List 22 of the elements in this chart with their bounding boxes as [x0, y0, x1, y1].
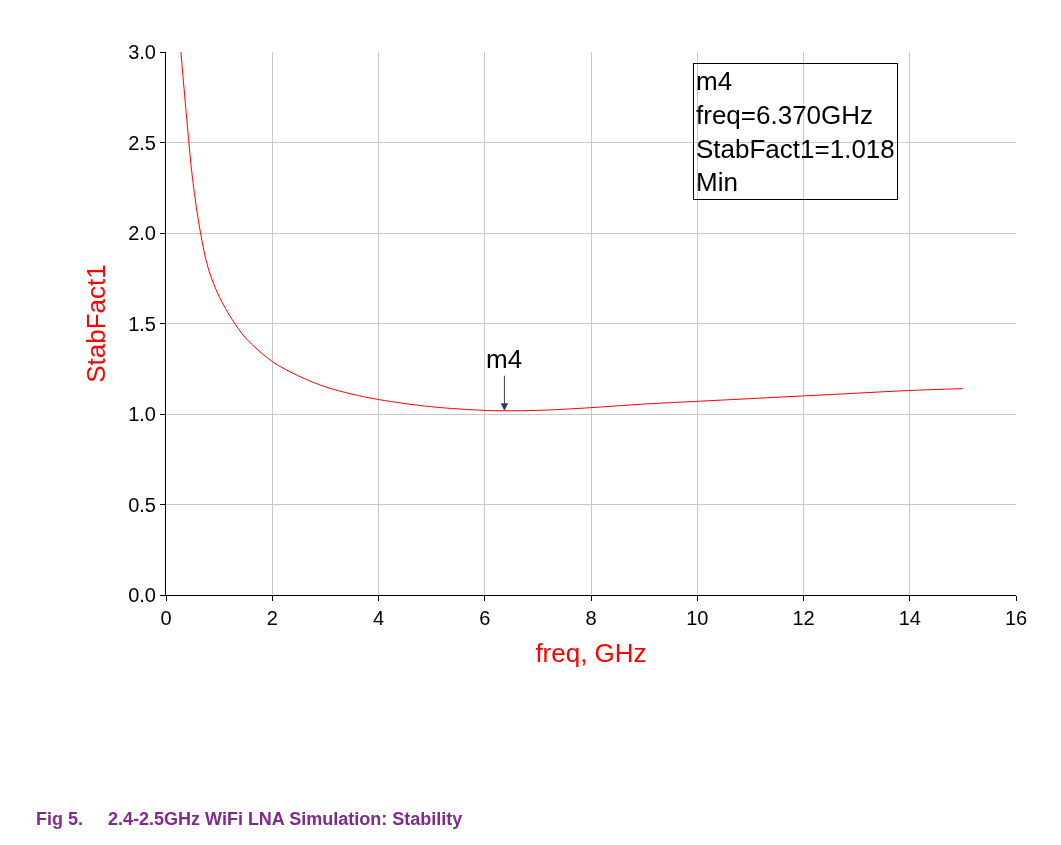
y-axis-title: StabFact1: [80, 264, 111, 383]
annotation: m4 freq=6.370GHz StabFact1=1.018 Min: [696, 66, 895, 198]
y-tick-label: 1.5: [128, 312, 156, 335]
x-tick-label: 16: [1004, 607, 1028, 629]
x-axis-title: freq, GHz: [535, 637, 647, 668]
x-tick-label: 10: [686, 607, 709, 629]
y-tick-label: 0.0: [128, 584, 156, 606]
caption: Fig 5. 2.4-2.5GHz WiFi LNA Simulation: Stability: [36, 809, 463, 829]
line-series: [180, 52, 964, 412]
y-tick-label: 1.0: [128, 403, 156, 425]
x-tick-label: 2: [266, 607, 278, 629]
x-tick-label: 14: [898, 607, 921, 629]
x-tick-label: 8: [585, 607, 597, 629]
y-tick-label: 0.5: [128, 493, 156, 516]
y-tick-label: 2.0: [128, 222, 156, 244]
y-tick-label: 3.0: [128, 41, 156, 63]
x-tick-label: 6: [479, 607, 491, 629]
y-tick-label: 2.5: [128, 131, 156, 154]
x-tick-label: 4: [372, 607, 385, 629]
x-tick-label: 0: [160, 607, 172, 629]
x-tick-label: 12: [792, 607, 815, 629]
annotation: m4: [486, 344, 523, 374]
